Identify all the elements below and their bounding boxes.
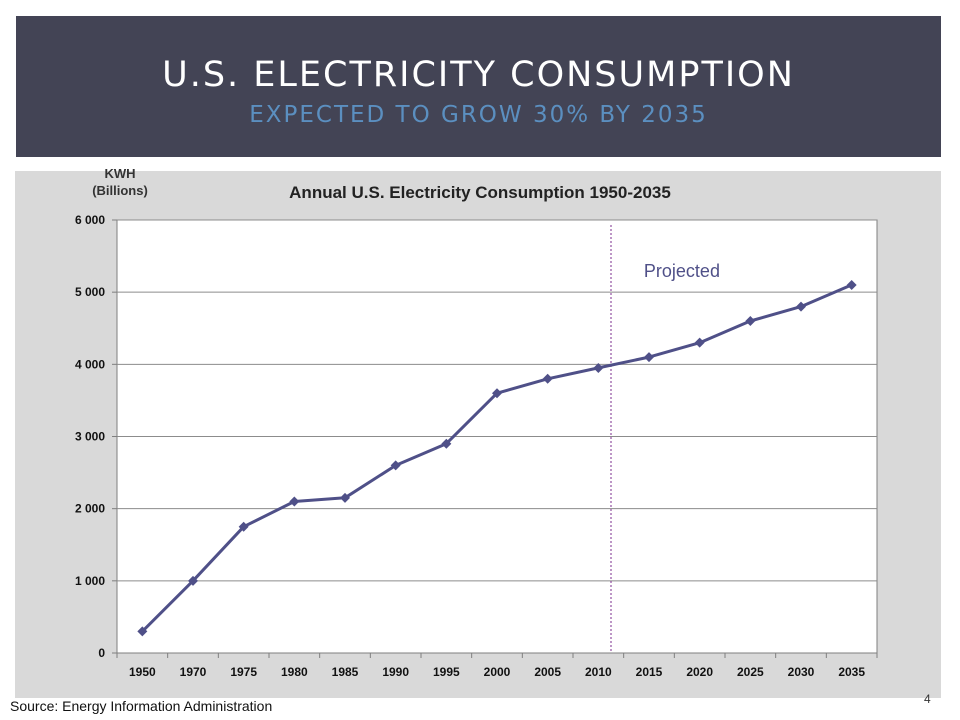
x-tick-label: 1985: [332, 665, 359, 679]
slide-subtitle: EXPECTED TO GROW 30% BY 2035: [249, 102, 708, 128]
y-tick-label: 4 000: [75, 357, 105, 371]
x-tick-label: 2025: [737, 665, 764, 679]
slide-header: U.S. ELECTRICITY CONSUMPTION EXPECTED TO…: [16, 16, 941, 157]
y-tick-label: 6 000: [75, 213, 105, 227]
chart-title: Annual U.S. Electricity Consumption 1950…: [289, 183, 671, 202]
data-point-marker: [745, 316, 756, 327]
source-note: Source: Energy Information Administratio…: [10, 698, 273, 714]
y-tick-label: 1 000: [75, 574, 105, 588]
x-tick-label: 2020: [686, 665, 713, 679]
data-point-marker: [846, 279, 857, 290]
x-tick-label: 1980: [281, 665, 308, 679]
y-axis-unit-line1: KWH: [104, 166, 136, 181]
y-tick-label: 3 000: [75, 430, 105, 444]
data-point-marker: [289, 496, 300, 507]
data-point-marker: [644, 352, 654, 363]
x-tick-label: 1970: [180, 665, 207, 679]
x-tick-label: 2030: [788, 665, 815, 679]
x-tick-label: 2000: [484, 665, 511, 679]
data-point-marker: [492, 388, 502, 399]
data-point-marker: [390, 460, 401, 471]
data-point-marker: [694, 337, 705, 348]
x-tick-label: 2005: [534, 665, 561, 679]
y-tick-label: 2 000: [75, 502, 105, 516]
data-point-marker: [238, 521, 249, 532]
data-point-marker: [137, 626, 148, 637]
data-point-marker: [796, 301, 806, 312]
data-point-marker: [441, 438, 452, 449]
data-point-marker: [542, 373, 553, 384]
data-point-marker: [593, 362, 604, 373]
x-tick-label: 1995: [433, 665, 460, 679]
x-tick-label: 1950: [129, 665, 156, 679]
data-point-marker: [340, 492, 350, 503]
projected-annotation: Projected: [644, 261, 720, 281]
x-tick-label: 2010: [585, 665, 612, 679]
x-tick-label: 2015: [636, 665, 663, 679]
y-axis-unit-label: KWH (Billions): [70, 165, 170, 199]
y-tick-label: 0: [98, 646, 105, 660]
data-point-marker: [188, 575, 198, 586]
y-tick-label: 5 000: [75, 285, 105, 299]
x-tick-label: 2035: [838, 665, 865, 679]
slide-title: U.S. ELECTRICITY CONSUMPTION: [162, 55, 795, 95]
x-tick-label: 1975: [230, 665, 257, 679]
x-tick-label: 1990: [382, 665, 409, 679]
page-number: 4: [924, 692, 931, 706]
y-axis-unit-line2: (Billions): [92, 183, 148, 198]
